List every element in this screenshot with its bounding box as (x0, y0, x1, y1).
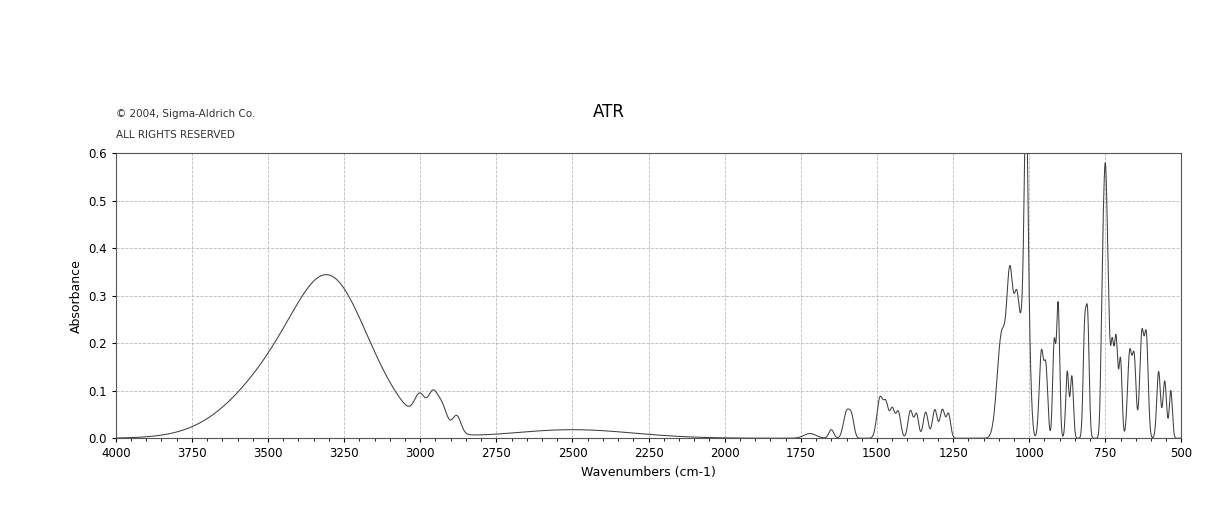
Text: © 2004, Sigma-Aldrich Co.: © 2004, Sigma-Aldrich Co. (116, 109, 255, 119)
Text: ALL RIGHTS RESERVED: ALL RIGHTS RESERVED (116, 130, 235, 140)
Text: ATR: ATR (593, 103, 625, 121)
X-axis label: Wavenumbers (cm-1): Wavenumbers (cm-1) (581, 466, 716, 479)
Y-axis label: Absorbance: Absorbance (69, 259, 83, 333)
